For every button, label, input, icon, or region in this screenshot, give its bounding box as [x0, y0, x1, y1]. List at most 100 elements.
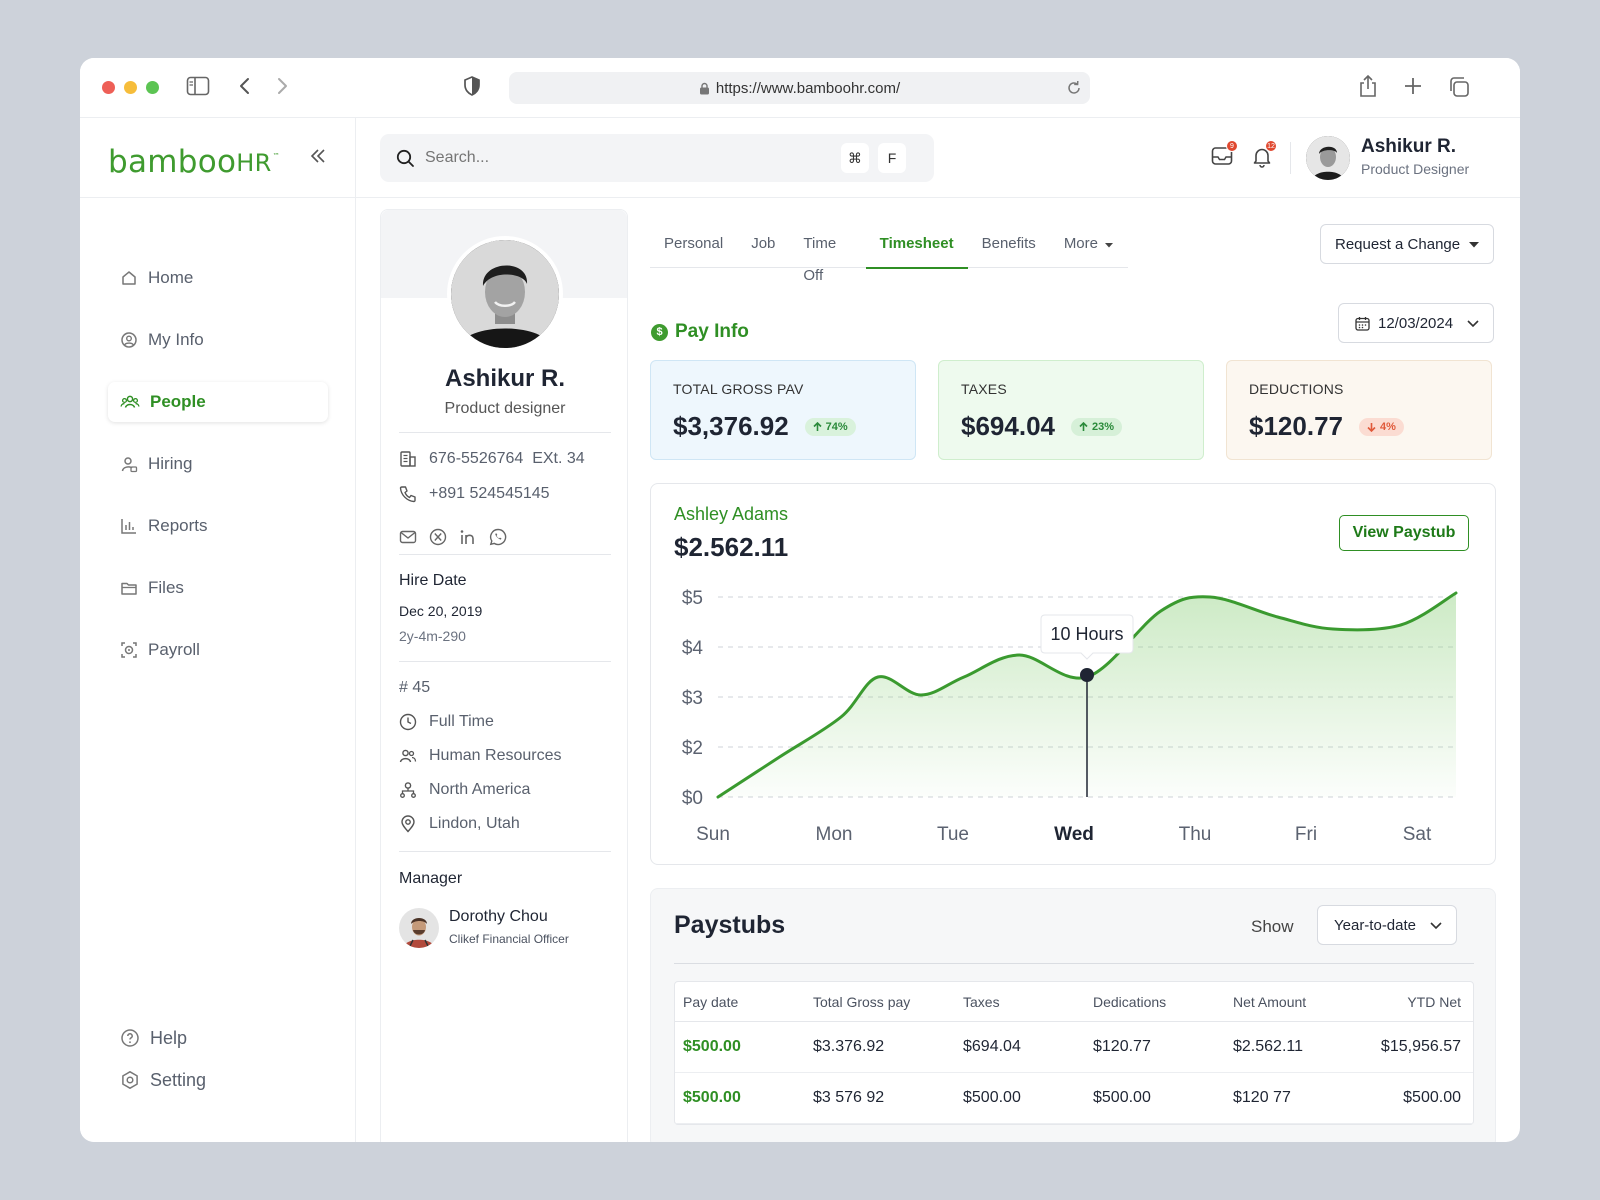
work-phone-row: 676-5526764 EXt. 34 [399, 450, 585, 468]
phone-icon [399, 486, 416, 503]
privacy-shield-icon[interactable] [463, 76, 481, 101]
caret-down-icon [1105, 243, 1113, 248]
manager-avatar[interactable] [399, 908, 439, 948]
column-header[interactable]: Taxes [963, 993, 1000, 1010]
sidebar-item-payroll[interactable]: Payroll [108, 630, 328, 670]
stat-label: DEDUCTIONS [1249, 381, 1344, 397]
column-header[interactable]: Total Gross pay [813, 993, 911, 1010]
table-cell: $120.77 [1093, 1038, 1151, 1055]
forward-icon[interactable] [275, 76, 289, 101]
x-tick-label: Fri [1295, 824, 1317, 845]
stat-label: TOTAL GROSS PAV [673, 381, 804, 397]
column-header[interactable]: Pay date [683, 993, 739, 1010]
column-header[interactable]: YTD Net [1407, 993, 1461, 1010]
x-tick-label: Wed [1054, 824, 1094, 845]
folder-icon [121, 582, 137, 595]
stat-card-gross-pay: TOTAL GROSS PAV $3,376.92 74% [650, 360, 916, 460]
search-box[interactable]: ⌘ F [380, 134, 934, 182]
paystub-range-select[interactable]: Year-to-date [1317, 905, 1457, 945]
tab-time-off[interactable]: Time Off [803, 235, 837, 284]
logo-row: bamboo HR ™ [80, 118, 355, 198]
table-cell: $500.00 [683, 1089, 741, 1106]
maximize-window-button[interactable] [146, 81, 159, 94]
sidebar-item-reports[interactable]: Reports [108, 506, 328, 546]
minimize-window-button[interactable] [124, 81, 137, 94]
new-tab-icon[interactable] [1404, 77, 1422, 100]
email-icon[interactable] [399, 528, 417, 546]
notifications-button[interactable]: 12 [1252, 140, 1277, 173]
close-window-button[interactable] [102, 81, 115, 94]
search-input[interactable] [425, 149, 825, 167]
profile-card: Ashikur R. Product designer 676-5526764 … [380, 209, 628, 1142]
org-chart-icon [400, 782, 416, 798]
manager-name[interactable]: Dorothy Chou [449, 908, 548, 925]
sidebar-item-my-info[interactable]: My Info [108, 320, 328, 360]
region: North America [429, 781, 531, 798]
address-bar[interactable]: https://www.bamboohr.com/ [509, 72, 1090, 104]
date-picker[interactable]: 12/03/2024 [1338, 303, 1494, 343]
arrow-up-icon [813, 421, 822, 431]
column-header[interactable]: Net Amount [1233, 993, 1307, 1010]
work-phone[interactable]: 676-5526764 EXt. 34 [429, 450, 585, 467]
whatsapp-icon[interactable] [489, 528, 507, 546]
tab-benefits[interactable]: Benefits [981, 235, 1036, 252]
stat-change: 23% [1091, 420, 1115, 433]
request-change-button[interactable]: Request a Change [1320, 224, 1494, 264]
sidebar-item-help[interactable]: Help [120, 1018, 206, 1058]
table-cell: $694.04 [963, 1038, 1021, 1055]
tab-personal[interactable]: Personal [664, 235, 724, 252]
user-avatar[interactable] [1306, 136, 1350, 180]
profile-tabs: Personal Job Time Off Timesheet Benefits… [650, 228, 1128, 284]
location-pin-icon [401, 815, 415, 833]
employment-type: Full Time [429, 713, 494, 730]
hiring-icon [121, 457, 138, 473]
sidebar-item-people[interactable]: People [108, 382, 328, 422]
tabs-overview-icon[interactable] [1448, 76, 1470, 103]
mobile-phone[interactable]: +891 524545145 [429, 485, 550, 502]
stat-value: $3,376.92 [673, 411, 789, 441]
logo-suffix: HR [236, 149, 272, 177]
y-tick-label: $0 [682, 788, 703, 809]
bamboohr-logo[interactable]: bamboo HR ™ [108, 144, 280, 180]
shortcut-command-key: ⌘ [841, 143, 869, 173]
table-row[interactable]: $500.00 $3 576 92 $500.00 $500.00 $120 7… [675, 1073, 1473, 1124]
stat-change: 74% [825, 420, 848, 433]
sidebar-item-files[interactable]: Files [108, 568, 328, 608]
tenure: 2y-4m-290 [399, 628, 466, 644]
view-paystub-button[interactable]: View Paystub [1339, 515, 1469, 551]
sidebar-item-label: Hiring [148, 454, 193, 473]
reload-icon[interactable] [1066, 79, 1082, 97]
chart-highlight-point[interactable] [1080, 668, 1094, 682]
show-label: Show [1251, 917, 1294, 936]
table-cell: $500.00 [683, 1038, 741, 1055]
chevron-down-icon [1467, 320, 1479, 328]
table-cell: $500.00 [963, 1089, 1021, 1106]
sidebar-item-setting[interactable]: Setting [120, 1060, 206, 1100]
sidebar-item-home[interactable]: Home [108, 258, 328, 298]
inbox-button[interactable]: 9 [1211, 140, 1238, 171]
column-header[interactable]: Dedications [1093, 993, 1167, 1010]
tab-more[interactable]: More [1050, 228, 1128, 268]
hire-date-label: Hire Date [399, 572, 467, 589]
sidebar-item-hiring[interactable]: Hiring [108, 444, 328, 484]
stat-change-badge: 74% [804, 417, 856, 436]
inbox-icon [1211, 147, 1233, 165]
dollar-coin-icon: $ [651, 323, 668, 341]
tab-timesheet[interactable]: Timesheet [865, 228, 968, 269]
table-row[interactable]: $500.00 $3.376.92 $694.04 $120.77 $2.562… [675, 1022, 1473, 1073]
profile-avatar [447, 236, 563, 352]
linkedin-icon[interactable] [459, 528, 477, 546]
employee-number: # 45 [399, 679, 431, 696]
table-cell: $120 77 [1233, 1089, 1291, 1106]
header-divider [1290, 142, 1291, 174]
tab-job[interactable]: Job [751, 235, 776, 252]
share-icon[interactable] [1358, 74, 1378, 103]
back-icon[interactable] [238, 76, 252, 101]
pay-info-title: Pay Info [675, 321, 749, 342]
collapse-sidebar-icon[interactable] [310, 148, 326, 169]
sidebar-toggle-icon[interactable] [186, 76, 210, 101]
x-twitter-icon[interactable] [429, 528, 447, 546]
header-user-name: Ashikur R. [1361, 136, 1457, 157]
chart-tooltip: 10 Hours [1040, 614, 1134, 660]
table-cell: $2.562.11 [1233, 1038, 1303, 1055]
